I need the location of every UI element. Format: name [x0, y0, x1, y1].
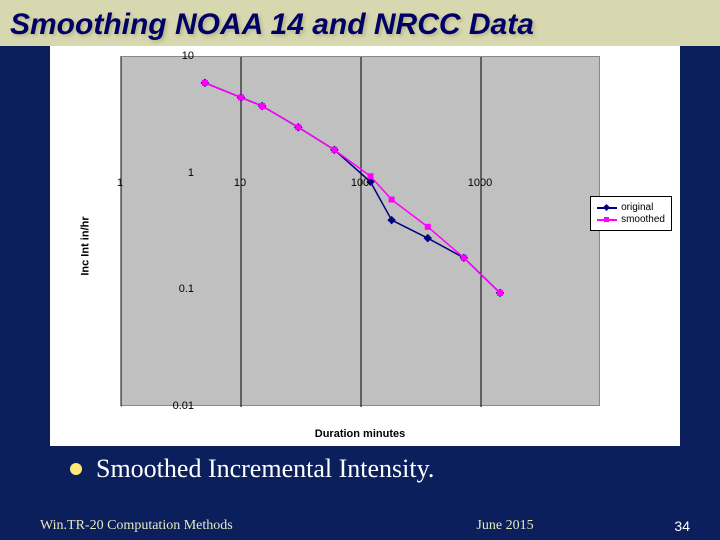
y-tick: 1	[188, 167, 194, 179]
chart-svg	[121, 57, 601, 407]
x-tick: 1000	[468, 177, 492, 189]
y-axis-label: Inc Int in/hr	[80, 216, 92, 275]
legend: original smoothed	[590, 196, 672, 231]
footer-mid: June 2015	[350, 518, 660, 534]
legend-item-smoothed: smoothed	[597, 214, 665, 225]
y-tick: 10	[182, 50, 194, 62]
chart-container: Inc Int in/hr Duration minutes original …	[50, 46, 680, 446]
legend-label: original	[621, 202, 653, 213]
footer: Win.TR-20 Computation Methods June 2015 …	[0, 518, 720, 534]
legend-label: smoothed	[621, 214, 665, 225]
y-tick: 0.1	[179, 283, 194, 295]
footer-left: Win.TR-20 Computation Methods	[20, 518, 350, 534]
slide-title: Smoothing NOAA 14 and NRCC Data	[0, 0, 720, 46]
x-tick: 100	[351, 177, 369, 189]
page-number: 34	[660, 518, 700, 534]
legend-item-original: original	[597, 202, 665, 213]
y-tick: 0.01	[173, 400, 194, 412]
plot-area	[120, 56, 600, 406]
x-tick: 1	[117, 177, 123, 189]
bullet-row: Smoothed Incremental Intensity.	[0, 446, 720, 484]
bullet-icon	[70, 463, 82, 475]
bullet-text: Smoothed Incremental Intensity.	[96, 454, 434, 484]
x-axis-label: Duration minutes	[120, 428, 600, 440]
x-tick: 10	[234, 177, 246, 189]
